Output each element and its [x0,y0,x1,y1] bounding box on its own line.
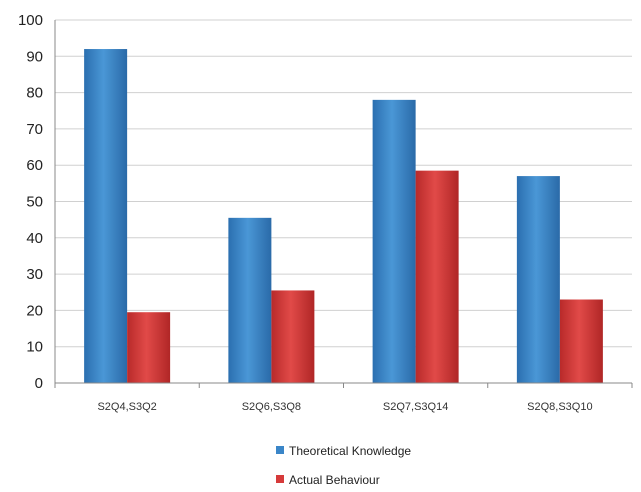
bars [84,49,603,384]
y-tick-label: 10 [26,339,43,356]
legend-swatch [276,446,284,454]
axes [54,20,633,388]
y-tick-label: 100 [18,12,43,29]
x-tick-label: S2Q4,S3Q2 [97,401,156,413]
legend-label: Theoretical Knowledge [289,444,411,458]
y-tick-label: 90 [26,48,43,65]
bar-actual-behaviour [271,290,315,383]
y-tick-label: 40 [26,230,43,247]
bar-theoretical-knowledge [84,49,128,383]
legend: Theoretical Knowledge Actual Behaviour [276,444,411,487]
gridlines [55,19,632,348]
legend-swatch [276,475,284,483]
bar-actual-behaviour [559,299,603,383]
y-tick-label: 0 [35,375,43,392]
y-tick-label: 80 [26,85,43,102]
y-tick-label: 20 [26,302,43,319]
y-tick-label: 60 [26,157,43,174]
y-tick-label: 50 [26,194,43,211]
bar-actual-behaviour [415,170,459,383]
bar-theoretical-knowledge [516,176,560,383]
y-tick-label: 70 [26,121,43,138]
y-tick-labels: 0 10 20 30 40 50 60 70 80 90 100 [18,12,43,392]
x-tick-label: S2Q6,S3Q8 [242,401,301,413]
legend-label: Actual Behaviour [289,473,380,487]
bar-theoretical-knowledge [228,217,272,383]
y-tick-label: 30 [26,266,43,283]
bar-theoretical-knowledge [372,99,416,384]
x-tick-label: S2Q7,S3Q14 [383,401,448,413]
x-tick-labels: S2Q4,S3Q2 S2Q6,S3Q8 S2Q7,S3Q14 S2Q8,S3Q10 [97,401,592,413]
x-tick-label: S2Q8,S3Q10 [527,401,592,413]
bar-actual-behaviour [127,312,171,383]
